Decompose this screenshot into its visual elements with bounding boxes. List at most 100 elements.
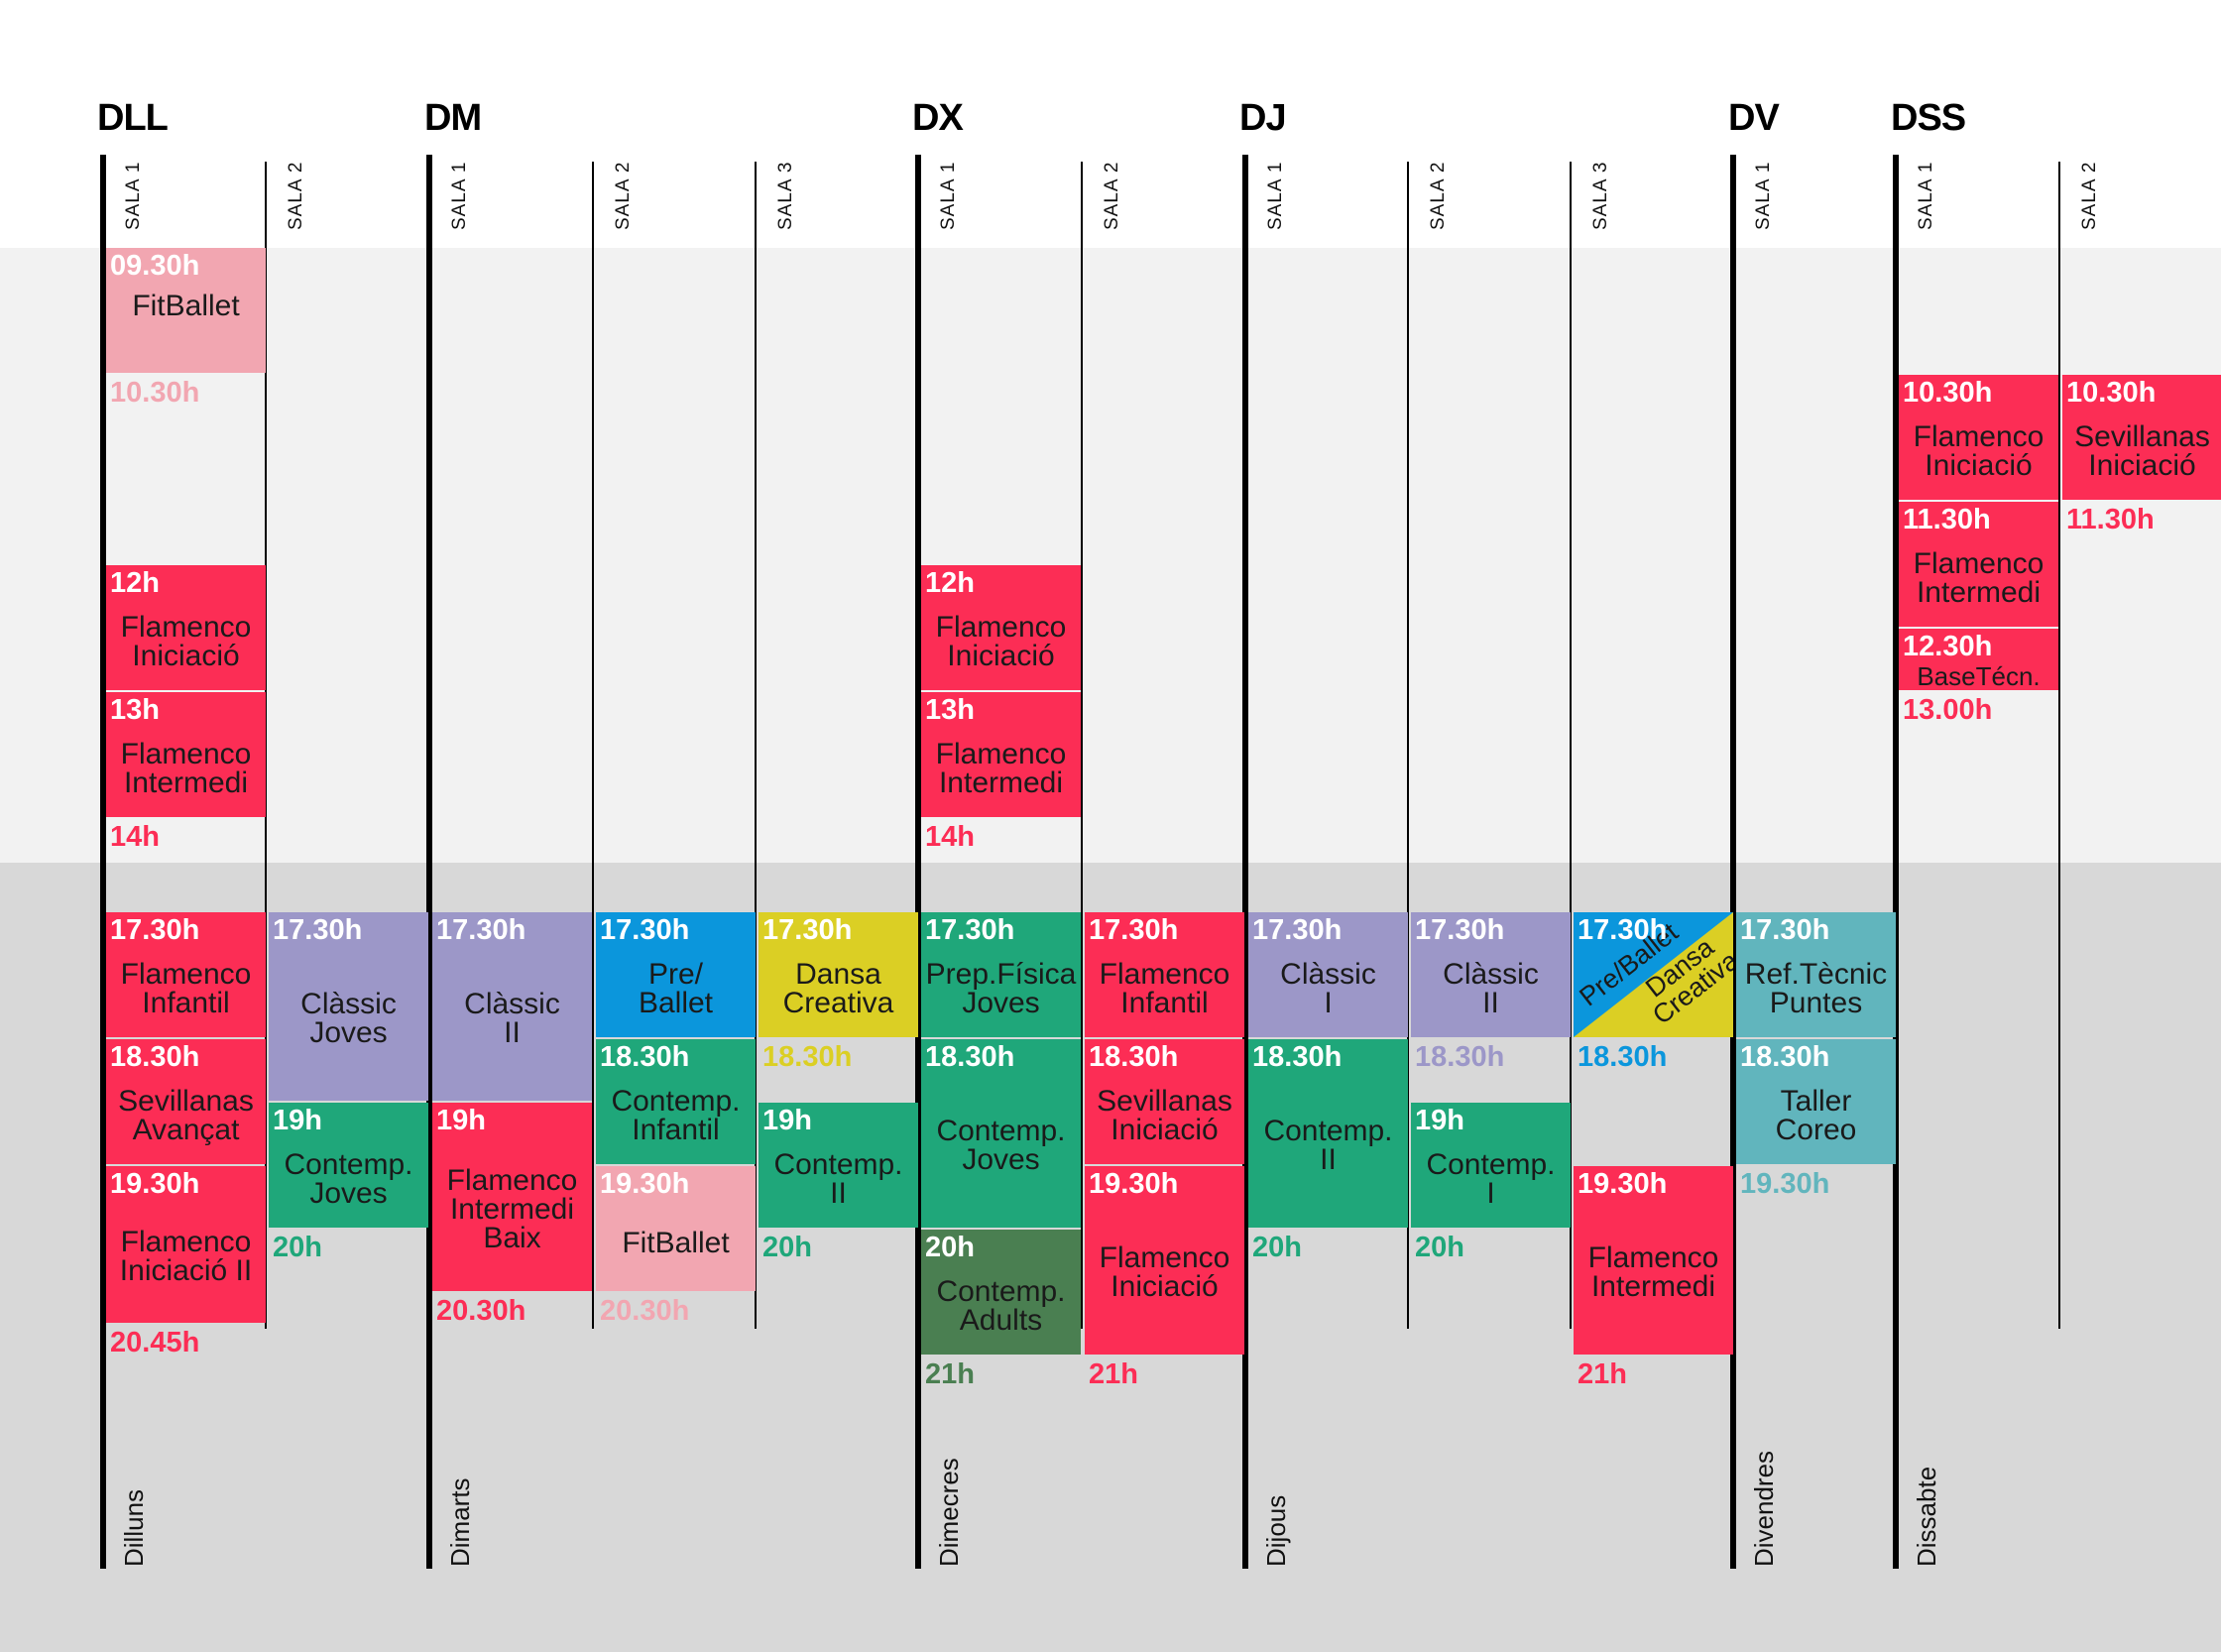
class-name: Flamenco Intermedi Baix xyxy=(446,1163,578,1254)
class-block[interactable]: Dansa Creativa 17.30h xyxy=(759,912,918,1037)
class-name: FitBallet xyxy=(622,1226,730,1259)
class-block[interactable]: Flamenco Iniciació 19.30h xyxy=(1085,1166,1244,1355)
class-name: Contemp. II xyxy=(773,1148,903,1210)
sala-label: SALA 1 xyxy=(449,161,470,230)
class-start-time: 09.30h xyxy=(110,250,200,282)
class-start-time: 12h xyxy=(925,567,975,599)
class-block[interactable]: BaseTécn. 12.30h xyxy=(1899,629,2058,690)
class-start-time: 17.30h xyxy=(1578,914,1668,946)
class-block[interactable]: FitBallet 09.30h xyxy=(106,248,266,373)
class-start-time: 19.30h xyxy=(600,1168,690,1200)
class-block[interactable]: Flamenco Infantil 17.30h xyxy=(1085,912,1244,1037)
class-block[interactable]: Flamenco Iniciació 12h xyxy=(106,565,266,690)
class-block[interactable]: Flamenco Intermedi Baix 19h xyxy=(432,1103,592,1291)
sala-label: SALA 2 xyxy=(286,161,306,230)
class-start-time: 20h xyxy=(925,1232,975,1263)
class-block[interactable]: Flamenco Infantil 17.30h xyxy=(106,912,266,1037)
class-name: Flamenco Intermedi xyxy=(1587,1241,1719,1303)
sala-label: SALA 1 xyxy=(1265,161,1286,230)
class-name: Flamenco Intermedi xyxy=(935,738,1067,799)
day-code-dm: DM xyxy=(424,97,482,139)
class-block[interactable]: Contemp. Infantil 18.30h xyxy=(596,1039,756,1164)
class-block[interactable]: Flamenco Intermedi 19.30h xyxy=(1574,1166,1733,1355)
column-line xyxy=(1730,155,1736,1569)
class-start-time: 19.30h xyxy=(110,1168,200,1200)
class-name: Contemp. Adults xyxy=(936,1275,1066,1337)
class-name: Sevillanas Iniciació xyxy=(1097,1085,1232,1146)
class-start-time: 19h xyxy=(1415,1105,1464,1136)
class-block[interactable]: Clàssic II 17.30h xyxy=(1411,912,1571,1037)
class-start-time: 18.30h xyxy=(1089,1041,1179,1073)
class-end-time: 11.30h xyxy=(2066,504,2155,535)
class-end-time: 10.30h xyxy=(110,377,200,409)
class-block[interactable]: Flamenco Iniciació II 19.30h xyxy=(106,1166,266,1323)
class-block[interactable]: Ref.Tècnic Puntes 17.30h xyxy=(1736,912,1896,1037)
sala-label: SALA 3 xyxy=(1590,161,1611,230)
sala-label: SALA 3 xyxy=(775,161,796,230)
day-code-dss: DSS xyxy=(1891,97,1966,139)
class-block[interactable]: Contemp. I 19h xyxy=(1411,1103,1571,1228)
class-block[interactable]: Contemp. Adults 20h xyxy=(921,1230,1081,1355)
class-name: Flamenco Intermedi xyxy=(1913,547,2045,609)
class-block[interactable]: Contemp. II 18.30h xyxy=(1248,1039,1408,1228)
sala-label: SALA 1 xyxy=(938,161,959,230)
class-block[interactable]: Contemp. II 19h xyxy=(759,1103,918,1228)
class-block[interactable]: Clàssic Joves 17.30h xyxy=(269,912,428,1101)
class-start-time: 18.30h xyxy=(925,1041,1015,1073)
class-start-time: 17.30h xyxy=(1740,914,1830,946)
column-line xyxy=(1407,162,1409,1329)
class-end-time: 20h xyxy=(1252,1232,1302,1263)
class-block[interactable]: Flamenco Iniciació 12h xyxy=(921,565,1081,690)
class-block[interactable]: Pre/ Ballet 17.30h xyxy=(596,912,756,1037)
class-name: Contemp. Infantil xyxy=(611,1085,741,1146)
class-start-time: 18.30h xyxy=(1740,1041,1830,1073)
class-name: Dansa Creativa xyxy=(782,958,894,1019)
class-block[interactable]: Flamenco Intermedi 13h xyxy=(106,692,266,817)
class-block[interactable]: Prep.Física Joves 17.30h xyxy=(921,912,1081,1037)
class-block[interactable]: Clàssic I 17.30h xyxy=(1248,912,1408,1037)
sala-label: SALA 2 xyxy=(1428,161,1449,230)
class-end-time: 18.30h xyxy=(1415,1041,1505,1073)
class-end-time: 20h xyxy=(1415,1232,1464,1263)
class-name: Flamenco Iniciació II xyxy=(119,1226,253,1287)
class-start-time: 19h xyxy=(273,1105,322,1136)
class-name: Clàssic I xyxy=(1280,958,1376,1019)
class-block[interactable]: Sevillanas Avançat 18.30h xyxy=(106,1039,266,1164)
class-end-time: 14h xyxy=(925,821,975,853)
sala-label: SALA 1 xyxy=(123,161,144,230)
class-name: Sevillanas Iniciació xyxy=(2074,420,2210,482)
class-start-time: 17.30h xyxy=(273,914,363,946)
class-name: Pre/ Ballet xyxy=(638,958,714,1019)
class-start-time: 17.30h xyxy=(1415,914,1505,946)
class-block[interactable]: Flamenco Iniciació 10.30h xyxy=(1899,375,2058,500)
column-line xyxy=(426,155,432,1569)
class-block[interactable]: Clàssic II 17.30h xyxy=(432,912,592,1101)
day-name-dimecres: Dimecres xyxy=(934,1458,964,1567)
class-name: Contemp. II xyxy=(1263,1115,1393,1176)
class-name: Flamenco Intermedi xyxy=(120,738,252,799)
class-start-time: 17.30h xyxy=(925,914,1015,946)
class-block[interactable]: Sevillanas Iniciació 18.30h xyxy=(1085,1039,1244,1164)
class-block[interactable]: Pre/Ballet Dansa Creativa 17.30h xyxy=(1574,912,1733,1037)
split-background xyxy=(1574,912,1733,1037)
class-block[interactable]: Flamenco Intermedi 13h xyxy=(921,692,1081,817)
day-name-dilluns: Dilluns xyxy=(119,1488,149,1567)
class-block[interactable]: Contemp. Joves 19h xyxy=(269,1103,428,1228)
class-block[interactable]: Flamenco Intermedi 11.30h xyxy=(1899,502,2058,627)
class-block[interactable]: Contemp. Joves 18.30h xyxy=(921,1039,1081,1228)
class-start-time: 19.30h xyxy=(1089,1168,1179,1200)
class-name: Contemp. I xyxy=(1426,1148,1556,1210)
class-name: Flamenco Infantil xyxy=(120,958,252,1019)
class-name: Prep.Física Joves xyxy=(925,958,1077,1019)
class-start-time: 19.30h xyxy=(1578,1168,1668,1200)
class-name: Clàssic II xyxy=(464,988,560,1049)
class-start-time: 18.30h xyxy=(600,1041,690,1073)
class-start-time: 17.30h xyxy=(436,914,526,946)
class-block[interactable]: Taller Coreo 18.30h xyxy=(1736,1039,1896,1164)
class-start-time: 10.30h xyxy=(1903,377,1993,409)
class-block[interactable]: FitBallet 19.30h xyxy=(596,1166,756,1291)
class-name: Contemp. Joves xyxy=(284,1148,413,1210)
sala-label: SALA 1 xyxy=(1753,161,1774,230)
class-block[interactable]: Sevillanas Iniciació 10.30h xyxy=(2062,375,2221,500)
class-end-time: 18.30h xyxy=(762,1041,853,1073)
